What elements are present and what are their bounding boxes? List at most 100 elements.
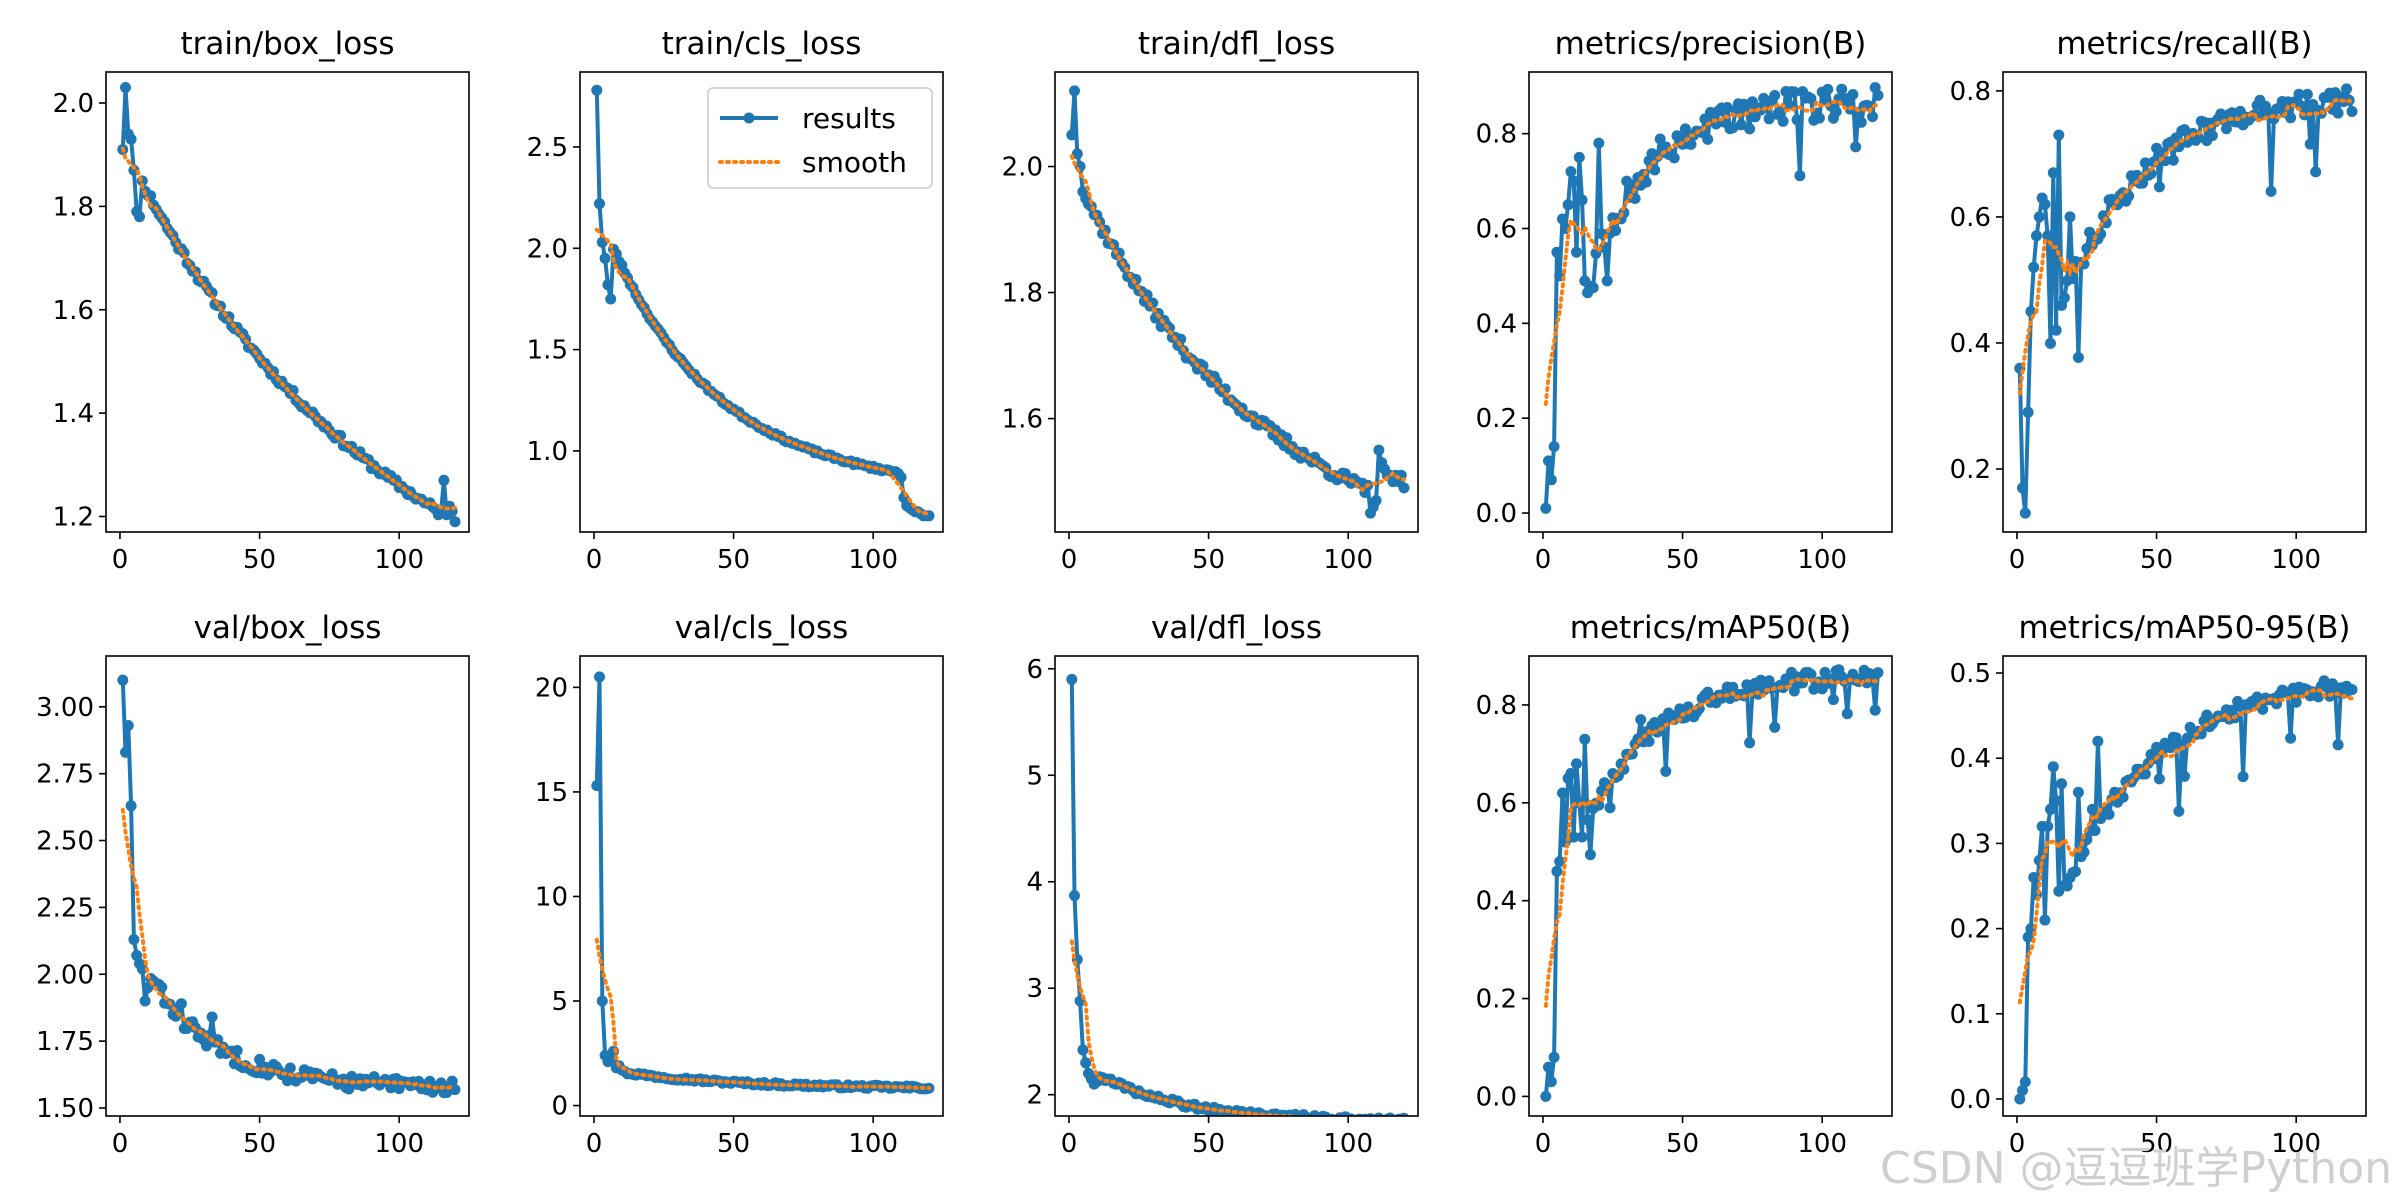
panel-title: metrics/recall(B) [2056, 26, 2312, 62]
results-point [1830, 106, 1842, 118]
results-point [139, 995, 151, 1007]
results-point [2332, 739, 2344, 751]
results-point [1366, 1115, 1370, 1116]
y-tick-label: 15 [535, 778, 568, 808]
x-tick-label: 0 [1535, 1129, 1552, 1159]
results-point [1654, 133, 1666, 145]
results-point [128, 934, 140, 945]
results-point [2089, 825, 2101, 836]
results-point [1384, 1112, 1396, 1116]
results-point [2061, 880, 2073, 892]
legend: results smooth [707, 87, 933, 189]
results-line [1543, 85, 1880, 509]
smooth-line [120, 146, 457, 511]
results-point [1543, 1061, 1554, 1073]
panel-title: val/dfl_loss [1151, 610, 1322, 646]
legend-results-label: results [802, 102, 896, 135]
y-tick-label: 1.0 [527, 437, 568, 467]
results-point [1640, 176, 1652, 188]
results-point [1587, 282, 1599, 294]
y-tick-label: 2.75 [36, 760, 94, 790]
y-tick-label: 0.6 [1950, 203, 1991, 233]
x-tick-label: 100 [2271, 545, 2321, 575]
panel-title: train/box_loss [180, 26, 394, 62]
y-tick-label: 0.0 [1950, 1085, 1991, 1115]
panel-val-dfl-loss: val/dfl_loss 0 50 100 2 3 4 5 6 [1026, 610, 1419, 1159]
x-tick-label: 100 [848, 1129, 898, 1159]
results-point [1604, 802, 1616, 814]
results-point [1769, 721, 1781, 733]
x-tick-label: 100 [374, 545, 424, 575]
results-point [1573, 151, 1585, 163]
results-point [2285, 112, 2297, 124]
results-point [605, 293, 617, 305]
y-tick-label: 2.5 [527, 133, 568, 163]
results-point [2173, 805, 2185, 817]
results-point [1548, 441, 1560, 453]
results-line [1069, 88, 1406, 516]
results-point [1841, 708, 1853, 720]
results-point [1777, 115, 1789, 127]
results-point [1562, 199, 1574, 211]
panel-title: metrics/mAP50-95(B) [2018, 610, 2350, 646]
results-point [2045, 337, 2056, 349]
results-point [1794, 170, 1806, 182]
results-point [1788, 685, 1800, 697]
results-point [1390, 1115, 1396, 1116]
y-tick-label: 1.50 [36, 1094, 94, 1124]
results-point [2042, 820, 2054, 832]
results-line [1069, 679, 1391, 1116]
results-point [1649, 717, 1661, 728]
results-point [1069, 85, 1080, 97]
results-point [1071, 148, 1083, 160]
results-point [2058, 292, 2070, 304]
y-tick-label: 20 [535, 673, 568, 703]
results-point [1340, 1115, 1346, 1116]
x-tick-label: 50 [1192, 545, 1225, 575]
results-point [2053, 129, 2065, 141]
results-point [594, 671, 605, 683]
y-tick-label: 0.5 [1950, 659, 1991, 689]
results-point [206, 1011, 218, 1023]
smooth-line [594, 937, 931, 1091]
results-point [1836, 83, 1848, 95]
y-tick-label: 2.0 [1002, 153, 1043, 183]
results-point [895, 471, 907, 483]
results-point [2179, 124, 2190, 136]
panel-metrics-recall-b: metrics/recall(B) 0 50 100 0.2 0.4 0.6 0.8 [1950, 26, 2367, 575]
panel-train-cls-loss: train/cls_loss 0 50 100 1.0 1.5 2.0 2.5 results s… [527, 26, 944, 575]
y-tick-label: 0.3 [1950, 829, 1991, 859]
legend-results-marker [743, 112, 755, 124]
x-tick-label: 100 [1323, 545, 1373, 575]
results-point [2285, 732, 2297, 744]
results-point [2139, 768, 2151, 780]
x-tick-label: 0 [2009, 1129, 2026, 1159]
results-point [2028, 261, 2040, 273]
results-point [2072, 786, 2084, 798]
results-point [2056, 778, 2068, 790]
results-point [1540, 502, 1552, 514]
results-point [2327, 678, 2338, 690]
results-point [2301, 88, 2313, 100]
results-point [1744, 737, 1756, 749]
panel-val-box-loss: val/box_loss 0 50 100 1.50 1.75 2.00 2.25 2.50 2.… [36, 610, 470, 1159]
legend-smooth-label: smooth [802, 146, 907, 179]
y-tick-label: 0 [551, 1092, 568, 1122]
plot-area [2014, 675, 2358, 1105]
results-point [1382, 1115, 1387, 1116]
results-point [1741, 679, 1753, 691]
x-tick-label: 50 [1666, 545, 1699, 575]
panel-title: train/dfl_loss [1138, 26, 1335, 62]
results-point [2070, 866, 2082, 877]
results-point [2139, 157, 2151, 169]
results-point [2078, 258, 2090, 270]
results-point [2117, 791, 2129, 803]
y-tick-label: 2.00 [36, 960, 94, 990]
smooth-line [1543, 98, 1880, 406]
y-tick-label: 2.0 [53, 89, 94, 119]
results-point [1557, 787, 1568, 799]
results-point [1571, 758, 1582, 770]
results-point [1774, 106, 1786, 117]
y-tick-label: 3.00 [36, 693, 94, 723]
results-point [2346, 106, 2358, 117]
